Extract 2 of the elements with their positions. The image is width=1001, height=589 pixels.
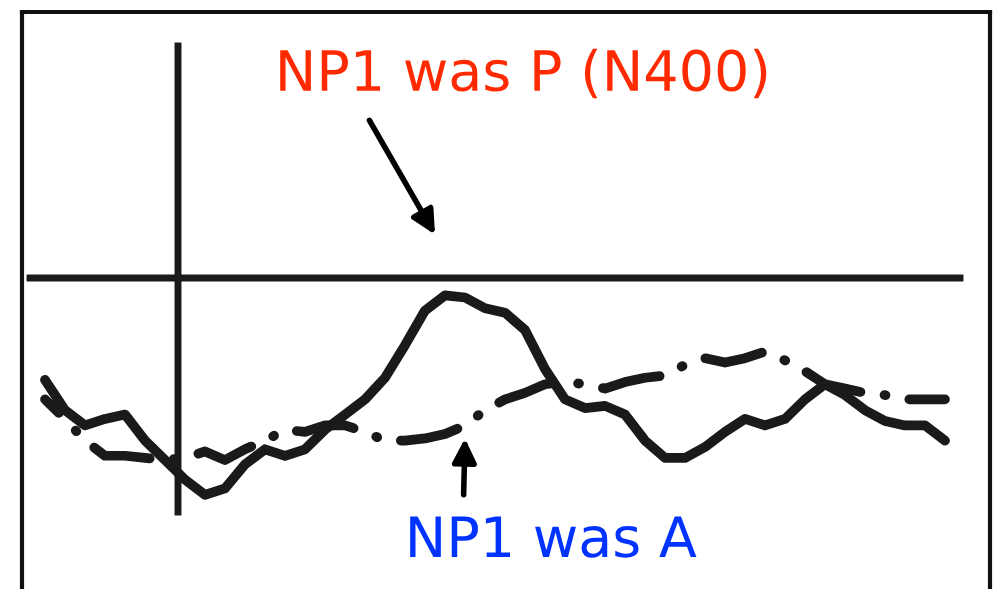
text: NP1 was P (N400)	[280, 48, 767, 99]
text: NP1 was A	[410, 516, 697, 558]
